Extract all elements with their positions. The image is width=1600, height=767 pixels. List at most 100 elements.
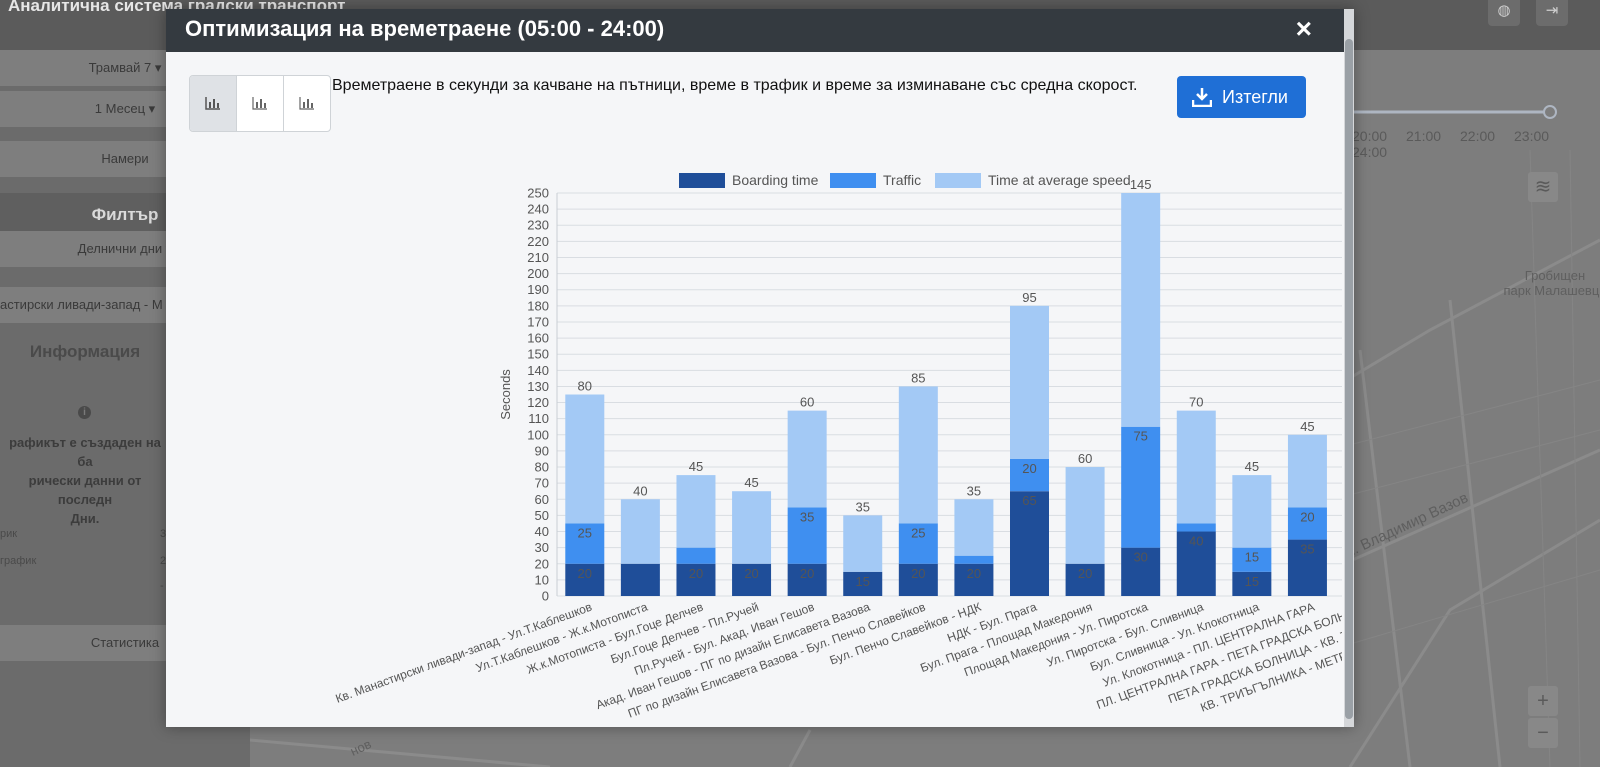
data-label: 45: [1300, 419, 1314, 434]
grouped-bar-chart-button[interactable]: [237, 76, 284, 131]
bar-segment: [1287, 507, 1327, 540]
logout-icon: ⇥: [1545, 2, 1559, 19]
scrollbar-thumb[interactable]: [1345, 39, 1353, 719]
stacked-bar-chart-button[interactable]: [190, 76, 237, 131]
data-label: 20: [1300, 509, 1314, 524]
bar-segment: [565, 563, 605, 596]
y-tick-label: 130: [527, 379, 549, 394]
bar-segment: [954, 555, 994, 564]
stats-button-label: Статистика: [90, 635, 160, 650]
data-label: 30: [1133, 550, 1147, 565]
y-axis-label: Seconds: [498, 369, 513, 420]
data-label: 45: [744, 475, 758, 490]
bar-segment: [1121, 426, 1161, 548]
y-tick-label: 20: [535, 556, 549, 571]
park-label: Гробищен парк Малашевци: [1495, 268, 1600, 298]
bar-segment: [620, 563, 660, 596]
layers-icon: ≋: [1534, 176, 1552, 198]
layers-button[interactable]: ≋: [1528, 172, 1558, 202]
data-label: 75: [1133, 429, 1147, 444]
stat-label: рик: [0, 528, 18, 540]
y-tick-label: 230: [527, 218, 549, 233]
data-label: 15: [1245, 550, 1259, 565]
data-label: 20: [911, 566, 925, 581]
close-icon: ×: [1295, 13, 1312, 44]
bar-chart-icon: [299, 97, 314, 110]
globe-icon: ◍: [1497, 2, 1511, 19]
info-text: рафикът е създаден на ба рически данни о…: [0, 433, 170, 528]
bar-segment: [676, 547, 716, 564]
map-streets: [250, 105, 1600, 767]
data-label: 15: [1245, 574, 1259, 589]
y-tick-label: 250: [527, 186, 549, 201]
modal-scrollbar[interactable]: [1344, 9, 1354, 727]
y-tick-label: 180: [527, 298, 549, 313]
bar-segment: [676, 563, 716, 596]
y-tick-label: 50: [535, 508, 549, 523]
data-label: 35: [856, 499, 870, 514]
caret-down-icon: ▾: [154, 60, 162, 75]
search-button-label: Намери: [101, 151, 149, 166]
y-tick-label: 220: [527, 234, 549, 249]
bar-segment: [787, 507, 827, 564]
bar-segment: [843, 515, 883, 572]
globe-button[interactable]: ◍: [1488, 0, 1520, 26]
bar-segment: [1010, 491, 1049, 596]
bar-segment: [1121, 547, 1161, 596]
info-icon: i: [78, 406, 91, 419]
close-button[interactable]: ×: [1296, 13, 1312, 45]
zoom-out-icon: −: [1537, 722, 1549, 744]
bar-segment: [1287, 539, 1327, 596]
hour-label: 23:00: [1514, 128, 1550, 144]
logout-button[interactable]: ⇥: [1536, 0, 1568, 26]
y-tick-label: 100: [527, 427, 549, 442]
bar-segment: [1065, 467, 1105, 564]
legend-swatch: [935, 173, 981, 188]
chart-type-group: [189, 75, 331, 132]
info-text-line: Дни.: [70, 511, 100, 526]
data-label: 20: [1022, 461, 1036, 476]
bar-segment: [732, 491, 772, 564]
bar-segment: [898, 563, 938, 596]
y-tick-label: 60: [535, 492, 549, 507]
data-label: 25: [578, 525, 592, 540]
bar-segment: [732, 563, 772, 596]
bar-segment: [787, 563, 827, 596]
y-tick-label: 70: [535, 476, 549, 491]
zoom-out-button[interactable]: −: [1528, 718, 1558, 748]
data-label: 85: [911, 370, 925, 385]
data-label: 65: [1022, 493, 1036, 508]
line-chart-button[interactable]: [284, 76, 330, 131]
data-label: 80: [578, 379, 592, 394]
bar-segment: [620, 499, 660, 564]
caret-down-icon: ▾: [148, 101, 156, 116]
y-tick-label: 190: [527, 282, 549, 297]
bar-segment: [787, 410, 827, 508]
line-select-label: Трамвай 7: [88, 60, 152, 75]
bar-segment: [1176, 523, 1216, 532]
data-label: 20: [967, 566, 981, 581]
stat-value: 3: [160, 528, 167, 540]
data-label: 25: [911, 525, 925, 540]
bar-segment: [1232, 547, 1272, 572]
y-tick-label: 90: [535, 443, 549, 458]
data-label: 35: [800, 509, 814, 524]
bar-segment: [1287, 434, 1327, 508]
y-tick-label: 80: [535, 460, 549, 475]
park-label-line: Гробищен: [1524, 268, 1586, 283]
data-label: 20: [800, 566, 814, 581]
bar-segment: [565, 523, 605, 564]
hour-label: 20:00: [1352, 128, 1388, 144]
optimization-modal: Оптимизация на времетраене (05:00 - 24:0…: [166, 9, 1354, 727]
hour-label: 22:00: [1460, 128, 1496, 144]
zoom-in-button[interactable]: +: [1528, 686, 1558, 716]
download-button[interactable]: Изтегли: [1177, 76, 1306, 118]
y-tick-label: 170: [527, 314, 549, 329]
y-tick-label: 160: [527, 331, 549, 346]
bar-segment: [898, 523, 938, 564]
download-button-label: Изтегли: [1222, 87, 1288, 107]
bar-segment: [1176, 410, 1216, 524]
info-text-line: рически данни от последн: [28, 473, 142, 507]
chart-description: Времетраене в секунди за качване на пътн…: [332, 77, 1138, 94]
data-label: 20: [578, 566, 592, 581]
